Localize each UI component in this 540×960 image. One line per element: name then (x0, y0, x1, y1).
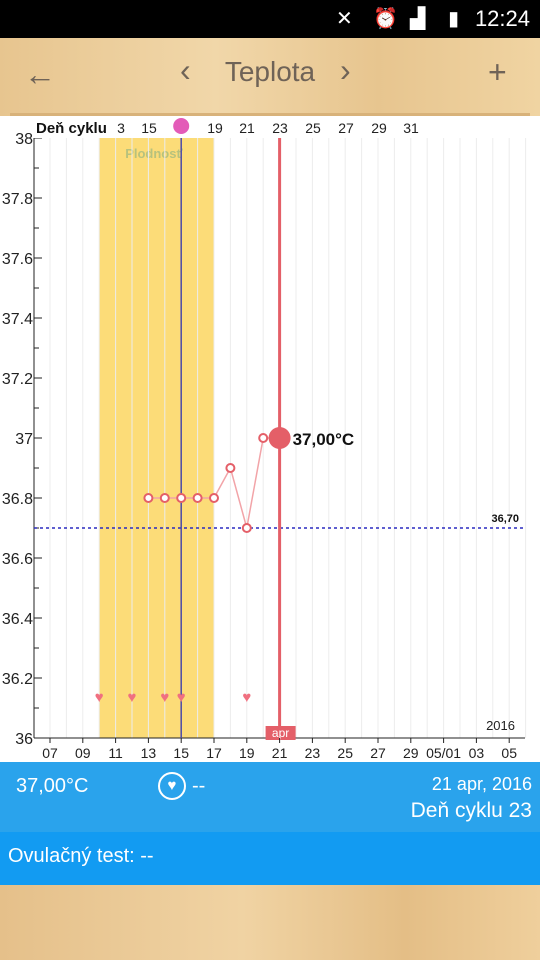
temperature-chart[interactable]: Plodnosť 38 37.8 37.6 37.4 37.2 37 36.8 36.6 36.4… (0, 116, 540, 762)
appbar-divider (10, 113, 530, 116)
heart-marker: ♥ (242, 689, 251, 706)
top-tick-label: 19 (207, 120, 223, 136)
y-tick-label: 37.6 (2, 251, 33, 268)
top-tick-label: 31 (403, 120, 419, 136)
fertile-label: Plodnosť (125, 146, 183, 161)
y-tick-label: 36.8 (2, 491, 33, 508)
page-title: Teplota (224, 56, 316, 87)
data-point (209, 493, 219, 503)
x-tick-label: 27 (370, 745, 386, 761)
x-tick-label: 19 (239, 745, 255, 761)
signal-icon: ▟ (410, 8, 426, 30)
back-arrow-icon[interactable]: ← (24, 56, 56, 92)
intercourse-value: -- (192, 775, 206, 797)
y-tick-label: 38 (15, 131, 33, 148)
x-tick-label: 15 (173, 745, 189, 761)
ovulation-marker-icon (173, 118, 190, 134)
x-tick-label: 07 (42, 745, 58, 761)
top-tick-label: 29 (371, 120, 387, 136)
x-tick-label: 17 (206, 745, 222, 761)
selected-date: 21 apr, 2016 (431, 774, 532, 794)
top-tick-label: 23 (272, 120, 288, 136)
x-tick-label: 29 (403, 745, 419, 761)
prev-chevron-icon[interactable]: ‹ (180, 52, 191, 88)
info-panel[interactable]: 37,00°C ♥ -- 21 apr, 2016 Deň cyklu 23 (0, 762, 540, 832)
data-point (176, 493, 187, 503)
data-point (192, 493, 203, 503)
x-tick-label: 11 (108, 745, 123, 761)
month-marker (265, 726, 296, 740)
top-tick-label: 15 (141, 120, 157, 136)
x-tick-label: 03 (469, 745, 485, 761)
heart-marker: ♥ (160, 689, 169, 706)
data-point (241, 523, 252, 533)
heart-icon[interactable]: ♥ (158, 772, 186, 800)
ovulation-test-row[interactable]: Ovulačný test: -- (0, 832, 540, 885)
x-tick-label: 09 (75, 745, 91, 761)
data-point (143, 493, 154, 503)
coverline-label: 36,70 (491, 513, 519, 525)
data-point (225, 463, 236, 473)
y-tick-label: 36.6 (2, 551, 33, 568)
x-tick-label: 05/01 (426, 745, 461, 761)
top-axis-label: Deň cyklu (36, 120, 107, 137)
y-tick-label: 37.8 (2, 191, 33, 208)
ovulation-test-label: Ovulačný test: -- (8, 845, 154, 867)
mute-icon: ✕ (336, 8, 353, 30)
temperature-value: 37,00°C (16, 775, 89, 797)
status-bar: ✕ ⏰ ▟ ▮ 12:24 (0, 0, 540, 38)
top-tick-label: 25 (305, 120, 321, 136)
top-tick-label: 21 (239, 120, 255, 136)
fertile-window (99, 138, 214, 738)
y-tick-label: 36 (15, 731, 33, 748)
x-tick-label: 21 (272, 745, 288, 761)
y-tick-label: 37.4 (2, 311, 33, 328)
chart-svg[interactable]: Plodnosť 38 37.8 37.6 37.4 37.2 37 36.8 36.6 36.4… (0, 116, 540, 762)
y-tick-label: 37.2 (2, 371, 33, 388)
data-point (159, 493, 170, 503)
top-tick-label: 27 (338, 120, 354, 136)
top-axis-band (34, 116, 525, 138)
selected-point-label: 37,00°C (293, 430, 355, 449)
y-tick-label: 36.2 (2, 671, 33, 688)
year-label: 2016 (486, 718, 515, 733)
month-label: apr (272, 726, 289, 740)
x-tick-label: 25 (337, 745, 353, 761)
selected-point (268, 427, 291, 449)
heart-marker: ♥ (177, 689, 186, 706)
heart-marker: ♥ (95, 689, 104, 706)
cycle-day: Deň cyklu 23 (410, 799, 532, 822)
app-bar: ← ‹ Teplota › + (0, 38, 540, 116)
x-tick-label: 23 (305, 745, 321, 761)
data-point (258, 433, 269, 443)
y-tick-label: 36.4 (2, 611, 33, 628)
y-tick-label: 37 (15, 431, 33, 448)
battery-icon: ▮ (448, 8, 460, 30)
heart-marker: ♥ (128, 689, 137, 706)
add-icon[interactable]: + (488, 54, 507, 90)
clock: 12:24 (474, 6, 530, 31)
x-tick-label: 05 (501, 745, 517, 761)
top-tick-label: 3 (117, 120, 125, 136)
next-chevron-icon[interactable]: › (340, 52, 351, 88)
alarm-icon: ⏰ (373, 8, 398, 30)
footer-background (0, 885, 540, 960)
x-tick-label: 13 (141, 745, 157, 761)
